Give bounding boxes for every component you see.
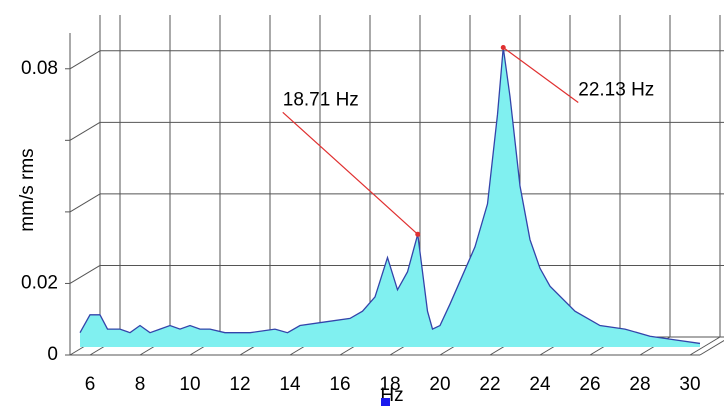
annotation-line (502, 47, 579, 104)
x-tick-label: 22 (479, 374, 500, 395)
annotation-label: 18.71 Hz (283, 89, 359, 110)
floor-edge (699, 340, 724, 356)
x-tick-label: 10 (179, 374, 200, 395)
annotation-point (415, 231, 421, 237)
x-tick-label: 20 (429, 374, 450, 395)
x-tick-label: 16 (329, 374, 350, 395)
minor-grid-line (69, 121, 101, 141)
grid-line (69, 50, 101, 70)
grid-line (69, 265, 101, 284)
y-tick-label: 0.02 (21, 272, 58, 293)
y-tick-label: 0 (47, 344, 58, 365)
x-tick-label: 6 (85, 374, 96, 395)
legend-marker (381, 398, 390, 406)
area (80, 47, 700, 347)
x-tick-label: 26 (579, 374, 600, 395)
x-tick-label: 12 (229, 374, 250, 395)
minor-grid-line (69, 193, 101, 213)
y-tick-label: 0.08 (21, 58, 58, 79)
annotation-label: 22.13 Hz (578, 80, 654, 101)
x-tick-label: 8 (135, 374, 146, 395)
x-tick-label: 28 (629, 374, 650, 395)
x-tick-label: 14 (279, 374, 301, 395)
annotation-line (282, 111, 419, 235)
floor-line (689, 336, 721, 356)
annotation-point (500, 45, 506, 51)
x-tick-label: 24 (529, 374, 551, 395)
x-tick-label: 30 (679, 374, 700, 395)
y-axis-title: mm/s rms (17, 148, 38, 231)
line (79, 47, 701, 345)
x-tick-label: 18 (379, 374, 400, 395)
